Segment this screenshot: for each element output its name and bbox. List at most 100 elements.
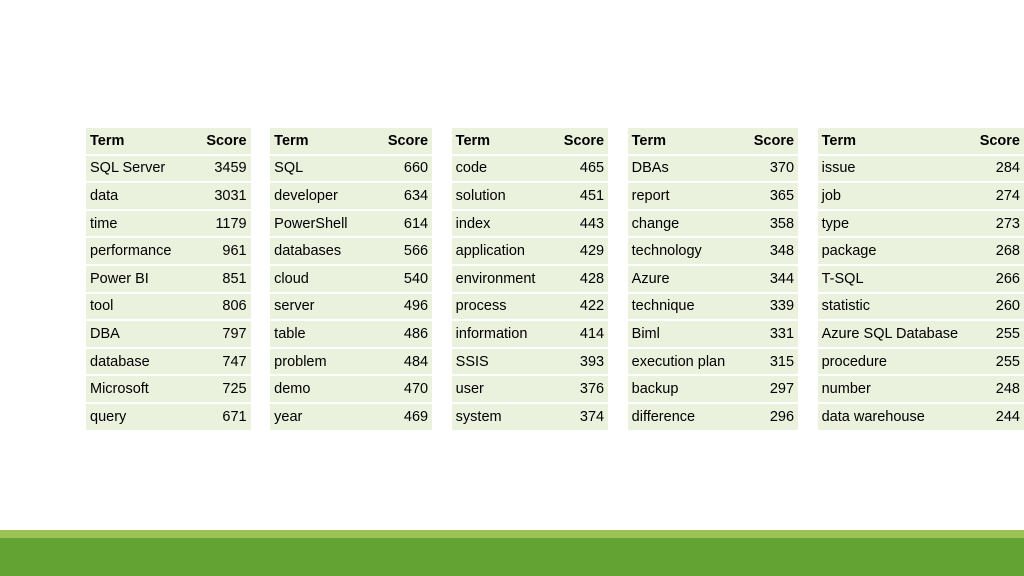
term-cell: environment	[451, 265, 556, 292]
term-cell: application	[451, 238, 556, 264]
term-cell: DBA	[86, 321, 189, 347]
term-cell: T-SQL	[817, 265, 972, 292]
term-cell: time	[86, 210, 189, 237]
score-cell: 671	[188, 403, 251, 430]
score-cell: 370	[740, 155, 799, 182]
score-cell: 851	[188, 265, 251, 292]
score-cell: 296	[740, 403, 799, 430]
term-cell: solution	[451, 183, 556, 209]
column-gap	[250, 376, 271, 402]
header-term: Term	[86, 128, 189, 154]
term-cell: number	[817, 376, 972, 402]
column-gap	[250, 128, 271, 154]
term-cell: execution plan	[627, 348, 741, 375]
score-cell: 255	[971, 348, 1024, 375]
score-cell: 260	[971, 293, 1024, 320]
term-cell: Power BI	[86, 265, 189, 292]
column-gap	[798, 265, 818, 292]
column-gap	[432, 321, 452, 347]
score-cell: 566	[375, 238, 433, 264]
header-score: Score	[740, 128, 799, 154]
column-gap	[250, 155, 271, 182]
term-cell: data	[86, 183, 189, 209]
header-score: Score	[555, 128, 609, 154]
column-gap	[432, 376, 452, 402]
term-cell: job	[817, 183, 972, 209]
column-gap	[608, 183, 628, 209]
term-score-table: Term Score Term Score Term Score Term Score Term…	[86, 126, 1024, 432]
header-term: Term	[451, 128, 556, 154]
header-score: Score	[375, 128, 433, 154]
column-gap	[608, 265, 628, 292]
term-cell: tool	[86, 293, 189, 320]
score-cell: 248	[971, 376, 1024, 402]
column-gap	[608, 321, 628, 347]
term-cell: SQL Server	[86, 155, 189, 182]
score-cell: 331	[740, 321, 799, 347]
score-cell: 3459	[188, 155, 251, 182]
column-gap	[432, 348, 452, 375]
term-cell: PowerShell	[270, 210, 376, 237]
column-gap	[432, 238, 452, 264]
score-cell: 540	[375, 265, 433, 292]
column-gap	[250, 238, 271, 264]
term-cell: information	[451, 321, 556, 347]
score-cell: 268	[971, 238, 1024, 264]
score-cell: 443	[555, 210, 609, 237]
score-cell: 496	[375, 293, 433, 320]
score-cell: 1179	[188, 210, 251, 237]
column-gap	[432, 128, 452, 154]
table-row: DBA 797 table 486 information 414 Biml 331 Azure…	[86, 321, 1024, 347]
column-gap	[432, 293, 452, 320]
column-gap	[608, 376, 628, 402]
term-cell: type	[817, 210, 972, 237]
score-cell: 255	[971, 321, 1024, 347]
score-cell: 315	[740, 348, 799, 375]
score-cell: 614	[375, 210, 433, 237]
term-cell: server	[270, 293, 376, 320]
column-gap	[798, 155, 818, 182]
score-cell: 451	[555, 183, 609, 209]
score-cell: 422	[555, 293, 609, 320]
column-gap	[432, 183, 452, 209]
column-gap	[250, 293, 271, 320]
column-gap	[798, 128, 818, 154]
score-cell: 393	[555, 348, 609, 375]
table-row: Power BI 851 cloud 540 environment 428 Azure 34…	[86, 265, 1024, 292]
term-cell: statistic	[817, 293, 972, 320]
score-cell: 486	[375, 321, 433, 347]
term-cell: difference	[627, 403, 741, 430]
score-cell: 266	[971, 265, 1024, 292]
header-term: Term	[817, 128, 972, 154]
term-cell: Biml	[627, 321, 741, 347]
term-cell: change	[627, 210, 741, 237]
column-gap	[608, 210, 628, 237]
term-cell: databases	[270, 238, 376, 264]
term-cell: issue	[817, 155, 972, 182]
column-gap	[250, 183, 271, 209]
score-cell: 273	[971, 210, 1024, 237]
term-cell: code	[451, 155, 556, 182]
term-cell: user	[451, 376, 556, 402]
column-gap	[250, 403, 271, 430]
header-term: Term	[270, 128, 376, 154]
header-term: Term	[627, 128, 741, 154]
term-cell: database	[86, 348, 189, 375]
table-row: query 671 year 469 system 374 difference 296 dat…	[86, 403, 1024, 430]
term-cell: cloud	[270, 265, 376, 292]
term-cell: year	[270, 403, 376, 430]
column-gap	[608, 403, 628, 430]
term-cell: problem	[270, 348, 376, 375]
score-cell: 414	[555, 321, 609, 347]
score-cell: 274	[971, 183, 1024, 209]
score-cell: 344	[740, 265, 799, 292]
term-cell: technique	[627, 293, 741, 320]
term-cell: technology	[627, 238, 741, 264]
term-cell: process	[451, 293, 556, 320]
score-cell: 339	[740, 293, 799, 320]
column-gap	[608, 293, 628, 320]
footer-band-light	[0, 530, 1024, 538]
column-gap	[250, 321, 271, 347]
score-cell: 428	[555, 265, 609, 292]
score-cell: 374	[555, 403, 609, 430]
